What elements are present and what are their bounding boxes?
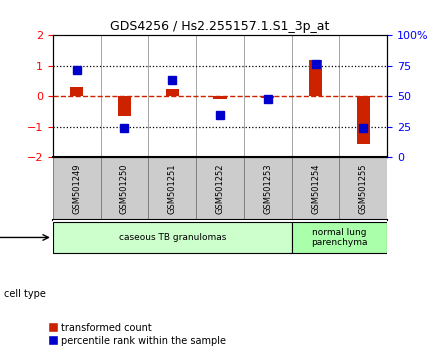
Bar (357, 96, 370, 144)
Text: GSM501255: GSM501255 (359, 164, 368, 214)
Text: GSM501253: GSM501253 (263, 164, 272, 214)
Bar (53, 157, 101, 220)
Bar (292, 222, 387, 253)
Bar (148, 157, 196, 220)
Bar (261, 96, 275, 98)
Text: normal lung
parenchyma: normal lung parenchyma (311, 228, 368, 247)
Bar (244, 157, 292, 220)
Title: GDS4256 / Hs2.255157.1.S1_3p_at: GDS4256 / Hs2.255157.1.S1_3p_at (110, 20, 330, 33)
Bar (339, 157, 387, 220)
Bar (53, 222, 292, 253)
Text: GSM501250: GSM501250 (120, 164, 129, 214)
Bar (165, 89, 179, 96)
Text: GSM501249: GSM501249 (72, 164, 81, 214)
Text: caseous TB granulomas: caseous TB granulomas (118, 233, 226, 242)
Text: GSM501251: GSM501251 (168, 164, 177, 214)
Text: cell type: cell type (4, 289, 46, 299)
Bar (70, 87, 83, 96)
Bar (309, 61, 322, 96)
Bar (118, 96, 131, 116)
Text: GSM501254: GSM501254 (311, 164, 320, 214)
Bar (196, 157, 244, 220)
Bar (101, 157, 148, 220)
Bar (292, 157, 339, 220)
Bar (213, 96, 227, 98)
Legend: transformed count, percentile rank within the sample: transformed count, percentile rank withi… (49, 323, 226, 346)
Text: GSM501252: GSM501252 (216, 164, 224, 214)
